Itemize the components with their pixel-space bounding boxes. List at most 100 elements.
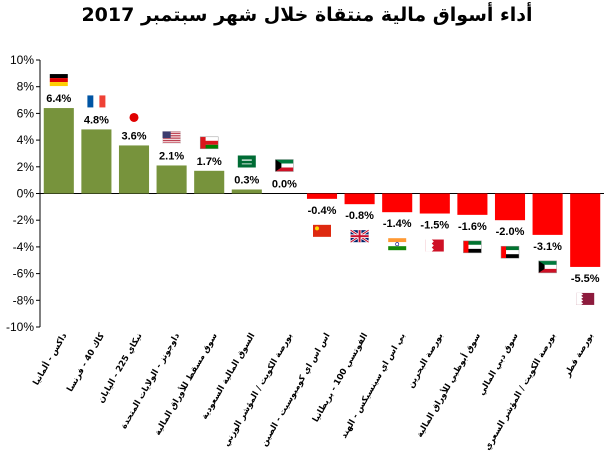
data-label-4: 2.1%	[159, 150, 184, 162]
flag-stripe	[463, 240, 482, 245]
flag-wheel	[395, 242, 400, 247]
category-label-1: داكس - ألمانيا	[30, 330, 70, 387]
data-label-5: 1.7%	[197, 156, 222, 168]
flag-script	[241, 159, 252, 161]
data-label-13: -2.0%	[496, 226, 525, 238]
bar-12	[457, 193, 488, 215]
data-label-3: 3.6%	[121, 130, 146, 142]
flag-canton	[162, 131, 171, 139]
bar-5	[194, 170, 225, 194]
data-label-9: -0.8%	[345, 210, 374, 222]
y-tick-label: -8%	[13, 293, 35, 307]
y-tick-label: -10%	[6, 320, 34, 334]
data-label-11: -1.5%	[420, 220, 449, 232]
flag-sword	[241, 163, 252, 165]
uae-flag-icon	[463, 240, 482, 254]
y-tick-label: -6%	[13, 267, 35, 281]
flag-stripe	[87, 95, 94, 108]
category-label-10: بي اس اي سينسيكس - الهند	[339, 332, 408, 441]
category-label-12: سوق أبوظبي للأوراق المالية	[413, 331, 483, 440]
y-tick-label: 4%	[17, 133, 35, 147]
kuwait-flag-icon	[275, 159, 294, 172]
flag-bar	[501, 246, 507, 259]
saudi-flag-icon	[237, 155, 256, 168]
flag-stripe	[538, 260, 557, 265]
data-label-15: -5.5%	[571, 273, 600, 285]
y-tick-label: 6%	[17, 106, 35, 120]
flag-stripe	[162, 136, 181, 138]
bar-13	[494, 193, 526, 221]
y-tick-label: 10%	[10, 53, 34, 67]
data-label-7: 0.0%	[272, 179, 297, 191]
category-label-8: اس اس اي كومبوسيت - الصين	[259, 331, 332, 448]
flag-stripe	[538, 268, 557, 273]
data-label-10: -1.4%	[383, 218, 412, 230]
china-flag-icon	[313, 224, 331, 237]
flag-stripe	[501, 246, 519, 251]
flag-stripe	[275, 163, 294, 168]
france-flag-icon	[87, 95, 106, 108]
flag-serration	[576, 292, 584, 305]
flag-stripe	[162, 134, 181, 136]
bahrain-flag-icon	[425, 239, 444, 252]
bar-9	[344, 193, 375, 205]
category-label-5: سوق مسقط للأوراق المالية	[152, 331, 220, 437]
y-tick-label: -2%	[13, 213, 35, 227]
flag-stripe	[49, 82, 68, 87]
flag-stripe	[501, 254, 519, 259]
flag-stripe	[49, 74, 68, 79]
flag-field	[237, 155, 256, 168]
flag-border	[275, 159, 294, 172]
flag-stripe	[538, 264, 557, 269]
japan-flag-icon	[129, 112, 139, 122]
flag-stripe	[162, 141, 181, 143]
bar-14	[532, 193, 563, 235]
bar-10	[382, 193, 413, 213]
flag-stripe	[49, 78, 68, 83]
flag-border	[463, 240, 482, 254]
germany-flag-icon	[49, 74, 68, 87]
category-label-11: بورصة البحرين	[406, 332, 445, 390]
category-label-14: بورصة الكويت / المؤشر السعري	[483, 332, 559, 453]
oman-flag-icon	[199, 136, 219, 150]
data-label-14: -3.1%	[533, 241, 562, 253]
flag-border	[538, 260, 557, 274]
flag-stripe	[99, 95, 106, 108]
y-tick-label: -4%	[13, 240, 35, 254]
flag-serration	[425, 239, 434, 252]
flag-star	[315, 226, 319, 231]
usa-flag-icon	[162, 131, 181, 144]
flag-stripe	[388, 242, 407, 247]
category-label-15: بورصة قطر	[562, 332, 596, 380]
bar-6	[231, 189, 262, 194]
flag-stripe	[162, 140, 181, 141]
flag-bar	[200, 136, 206, 149]
chart-title: أداء أسواق مالية منتقاة خلال شهر سبتمبر …	[81, 4, 533, 26]
flag-stripe	[388, 238, 407, 243]
qatar-flag-icon	[576, 292, 595, 305]
bar-1	[43, 108, 74, 194]
flag-stripe	[162, 131, 181, 133]
flag-field	[313, 224, 331, 237]
bar-8	[306, 193, 338, 199]
category-label-13: سوق دبي المالي	[477, 332, 521, 398]
flag-stripe	[463, 248, 482, 253]
flag-stripe	[275, 159, 294, 164]
bar-15	[570, 193, 601, 267]
flag-stripe	[162, 133, 181, 135]
flag-stripe	[275, 167, 294, 172]
uk-flag-icon	[349, 229, 370, 244]
bar-3	[118, 145, 150, 194]
flag-disc	[129, 112, 139, 122]
data-label-1: 6.4%	[46, 93, 71, 105]
category-label-2: كاك 40 - فرنسا	[65, 331, 107, 393]
uae-flag-icon	[500, 245, 520, 259]
flag-stripe	[200, 144, 219, 149]
kuwait-flag-icon	[538, 260, 557, 274]
data-label-8: -0.4%	[308, 205, 337, 217]
flag-stripe	[463, 244, 482, 249]
flag-trapezoid	[538, 260, 545, 273]
flag-stripe	[200, 136, 219, 141]
bar-2	[81, 129, 112, 194]
